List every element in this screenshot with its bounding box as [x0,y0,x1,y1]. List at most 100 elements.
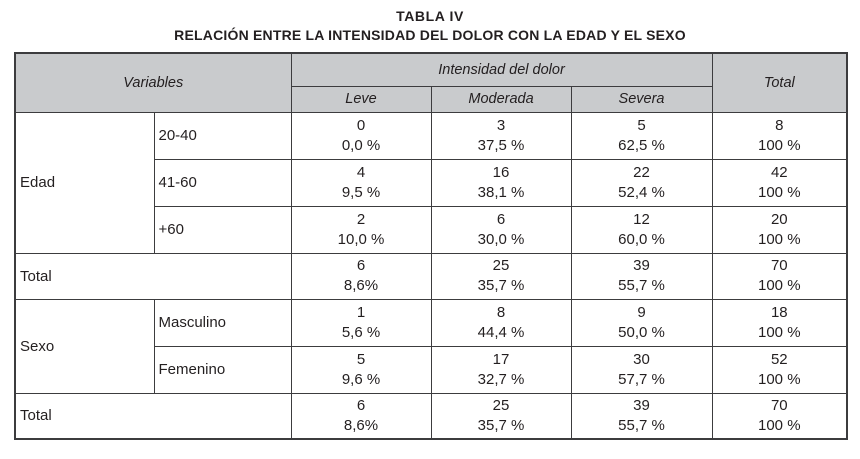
cell-moderada: 25 35,7 % [430,392,572,440]
table-row-edad-41-60: 41-60 4 9,5 % 16 38,1 % 22 52,4 % 42 100… [15,158,848,207]
count-value: 12 [633,210,650,228]
count-value: 39 [633,257,650,275]
cell-moderada: 8 44,4 % [430,298,572,347]
count-value: 8 [496,303,506,321]
table-row-edad-20-40: Edad 20-40 0 0,0 % 3 37,5 % 5 62,5 % 8 1… [14,111,848,254]
count-value: 22 [633,163,650,181]
count-value: 39 [633,396,650,414]
percent-value: 100 % [758,230,801,248]
percent-value: 60,0 % [618,230,665,248]
percent-value: 35,7 % [477,277,525,294]
count-value: 42 [770,163,788,181]
header-total: Total [711,52,848,113]
percent-value: 57,7 % [618,370,665,388]
cell-severa: 39 55,7 % [570,252,713,300]
row-label: Masculino [153,298,292,347]
count-value: 8 [775,116,784,134]
row-label: 20-40 [153,111,292,160]
cell-total: 52 100 % [711,345,848,394]
count-value: 5 [356,350,366,368]
percent-value: 10,0 % [337,230,385,248]
table-row-sexo-masculino: Sexo Masculino 1 5,6 % 8 44,4 % 9 50,0 %… [14,298,848,394]
cell-total: 42 100 % [711,158,848,207]
percent-value: 62,5 % [618,136,665,154]
cell-severa: 39 55,7 % [570,392,713,440]
cell-leve: 6 8,6% [290,252,432,300]
percent-value: 55,7 % [618,277,665,294]
percent-value: 100 % [758,277,801,294]
percent-value: 50,0 % [618,323,665,341]
header-moderada: Moderada [430,85,572,113]
count-value: 1 [356,303,366,321]
count-value: 0 [356,116,366,134]
cell-severa: 12 60,0 % [570,205,713,254]
percent-value: 0,0 % [341,136,381,154]
count-value: 6 [356,396,366,414]
count-value: 18 [770,303,788,321]
header-row-1: Variables Intensidad del dolor Total [14,52,848,113]
percent-value: 37,5 % [477,136,525,154]
total-label: Total [14,392,292,440]
cell-leve: 5 9,6 % [290,345,432,394]
percent-value: 32,7 % [477,370,525,388]
count-value: 9 [637,303,646,321]
header-severa: Severa [570,85,713,113]
percent-value: 9,6 % [341,370,381,388]
percent-value: 52,4 % [618,183,665,201]
cell-moderada: 6 30,0 % [430,205,572,254]
percent-value: 100 % [758,183,801,201]
count-value: 70 [770,257,788,275]
count-value: 30 [633,350,650,368]
row-label: Femenino [153,345,292,394]
count-value: 6 [356,257,366,275]
count-value: 6 [496,210,506,228]
row-label: 41-60 [153,158,292,207]
header-leve: Leve [290,85,432,113]
cell-moderada: 25 35,7 % [430,252,572,300]
percent-value: 100 % [758,416,801,434]
cell-leve: 4 9,5 % [290,158,432,207]
cell-severa: 5 62,5 % [570,111,713,160]
count-value: 17 [492,350,510,368]
percent-value: 100 % [758,136,801,154]
count-value: 70 [770,396,788,414]
cell-moderada: 3 37,5 % [430,111,572,160]
group-label-sexo: Sexo [14,298,155,394]
percent-value: 9,5 % [341,183,381,201]
row-label: +60 [153,205,292,254]
percent-value: 5,6 % [341,323,381,341]
table-row-total-sexo: Total 6 8,6% 25 35,7 % 39 55,7 % 70 100 … [14,392,848,440]
cell-severa: 22 52,4 % [570,158,713,207]
cell-total: 20 100 % [711,205,848,254]
header-row-2: Leve Moderada Severa [15,85,847,113]
percent-value: 100 % [758,370,801,388]
header-intensidad: Intensidad del dolor [290,52,713,87]
percent-value: 8,6% [343,416,379,434]
cell-severa: 30 57,7 % [570,345,713,394]
percent-value: 38,1 % [477,183,525,201]
cell-leve: 2 10,0 % [290,205,432,254]
cell-moderada: 17 32,7 % [430,345,572,394]
cell-leve: 0 0,0 % [290,111,432,160]
count-value: 3 [496,116,506,134]
cell-total: 70 100 % [711,392,848,440]
count-value: 5 [637,116,646,134]
table-row-total-edad: Total 6 8,6% 25 35,7 % 39 55,7 % 70 100 … [14,252,848,300]
data-table: Variables Intensidad del dolor Total Lev… [14,52,849,440]
table-title: TABLA IV [396,8,464,24]
header-variables: Variables [14,52,292,113]
cell-total: 18 100 % [711,298,848,347]
percent-value: 30,0 % [477,230,525,248]
cell-moderada: 16 38,1 % [430,158,572,207]
cell-leve: 1 5,6 % [290,298,432,347]
percent-value: 8,6% [343,277,379,294]
percent-value: 100 % [758,323,801,341]
percent-value: 35,7 % [477,416,525,434]
group-label-edad: Edad [14,111,155,254]
count-value: 52 [770,350,788,368]
cell-severa: 9 50,0 % [570,298,713,347]
count-value: 2 [356,210,366,228]
count-value: 16 [492,163,510,181]
table-subtitle: RELACIÓN ENTRE LA INTENSIDAD DEL DOLOR C… [174,27,686,43]
